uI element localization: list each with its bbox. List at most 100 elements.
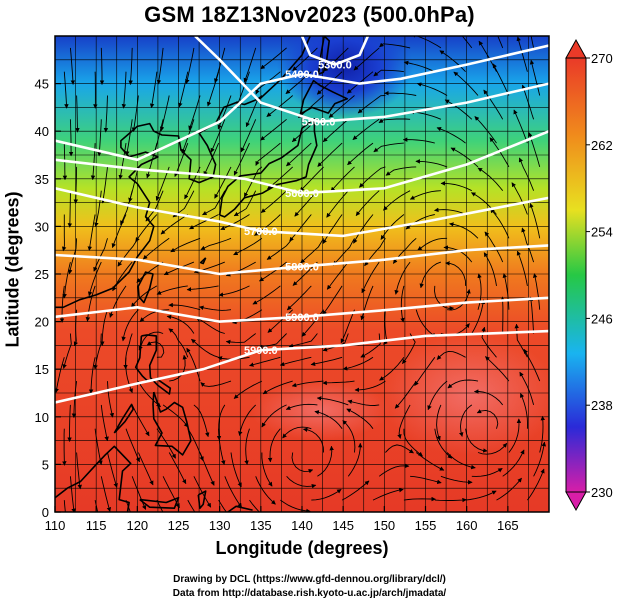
streamline — [249, 499, 260, 512]
streamline — [266, 238, 294, 260]
contour-label: 5600.0 — [285, 188, 319, 200]
streamline — [193, 404, 210, 438]
streamline — [107, 381, 115, 418]
y-tick-label: 15 — [35, 362, 49, 377]
streamline — [471, 468, 503, 477]
contour-label: 5900.0 — [285, 312, 319, 324]
x-tick-label: 140 — [291, 518, 313, 533]
streamline — [73, 166, 79, 204]
streamline — [254, 214, 281, 236]
streamline — [166, 314, 195, 334]
contour-line — [55, 329, 549, 404]
streamline — [415, 309, 437, 338]
streamline — [347, 442, 363, 477]
streamline — [156, 428, 176, 459]
streamline — [260, 190, 287, 213]
streamline — [137, 452, 154, 486]
contour-line — [55, 187, 549, 238]
streamline — [533, 441, 547, 477]
streamline — [67, 404, 72, 442]
streamline — [354, 380, 386, 393]
x-tick-label: 165 — [497, 518, 519, 533]
streamline — [63, 71, 69, 109]
coastline — [218, 118, 318, 218]
streamline — [465, 490, 497, 501]
coastline — [139, 496, 180, 510]
streamline — [85, 285, 96, 322]
streamline — [514, 323, 528, 358]
streamline — [447, 379, 479, 389]
streamline — [471, 192, 497, 215]
streamline — [378, 118, 411, 124]
streamline — [101, 166, 108, 204]
streamline — [439, 50, 466, 73]
warm-patch — [380, 335, 549, 455]
streamline — [323, 47, 349, 72]
streamline — [63, 500, 66, 512]
streamline — [299, 166, 324, 192]
coastlines — [55, 36, 349, 512]
streamline — [88, 357, 96, 394]
streamline — [373, 142, 404, 153]
streamline — [214, 166, 232, 199]
y-axis: 0 5 10 15 20 25 30 35 40 45 — [35, 77, 61, 520]
coastline — [113, 403, 134, 434]
streamline — [244, 428, 250, 466]
streamline — [449, 222, 479, 239]
streamline — [195, 317, 225, 334]
streamline — [128, 47, 133, 85]
streamline — [200, 380, 232, 387]
streamline — [347, 142, 374, 166]
streamline — [233, 237, 263, 256]
streamline — [492, 63, 510, 96]
streamline — [261, 404, 287, 428]
streamline — [71, 381, 78, 419]
contour-label: 5300.0 — [318, 60, 352, 72]
contour-label: 5500.0 — [302, 117, 336, 129]
streamline — [328, 95, 355, 118]
streamline — [55, 357, 65, 394]
streamline — [249, 356, 281, 367]
x-tick-label: 150 — [373, 518, 395, 533]
streamline — [485, 356, 510, 382]
streamline — [131, 476, 147, 510]
streamline — [513, 109, 528, 144]
credit-drawing: Drawing by DCL (https://www.gfd-dennou.o… — [173, 574, 446, 585]
streamline — [326, 261, 349, 290]
streamline — [156, 47, 164, 85]
streamline — [107, 452, 118, 488]
streamline — [360, 285, 374, 321]
streamline — [352, 118, 380, 141]
streamline — [203, 142, 220, 176]
contour-line — [55, 44, 549, 162]
streamline — [93, 333, 102, 370]
streamline — [286, 475, 317, 489]
streamline — [75, 95, 80, 133]
coastline — [199, 257, 207, 265]
streamline — [496, 477, 522, 501]
contour-line — [55, 296, 549, 323]
streamline — [414, 357, 436, 386]
streamline — [532, 273, 541, 310]
streamline — [353, 214, 374, 244]
streamline — [380, 214, 405, 240]
coastline — [134, 334, 172, 395]
streamline — [322, 214, 343, 244]
streamline — [477, 273, 482, 310]
streamline — [118, 143, 127, 180]
coastline — [55, 445, 132, 512]
streamline — [255, 142, 281, 166]
streamline — [94, 190, 102, 228]
streamline — [153, 119, 164, 155]
credit-data: Data from http://database.rish.kyoto-u.a… — [172, 588, 447, 599]
streamline — [117, 238, 139, 267]
streamline — [508, 418, 522, 453]
streamline — [142, 237, 170, 260]
streamline — [316, 71, 343, 95]
x-tick-label: 110 — [45, 518, 66, 533]
streamline — [187, 428, 204, 462]
streamline — [436, 404, 442, 441]
contour-line — [55, 244, 549, 276]
streamline — [267, 309, 294, 333]
y-tick-label: 5 — [42, 457, 49, 472]
